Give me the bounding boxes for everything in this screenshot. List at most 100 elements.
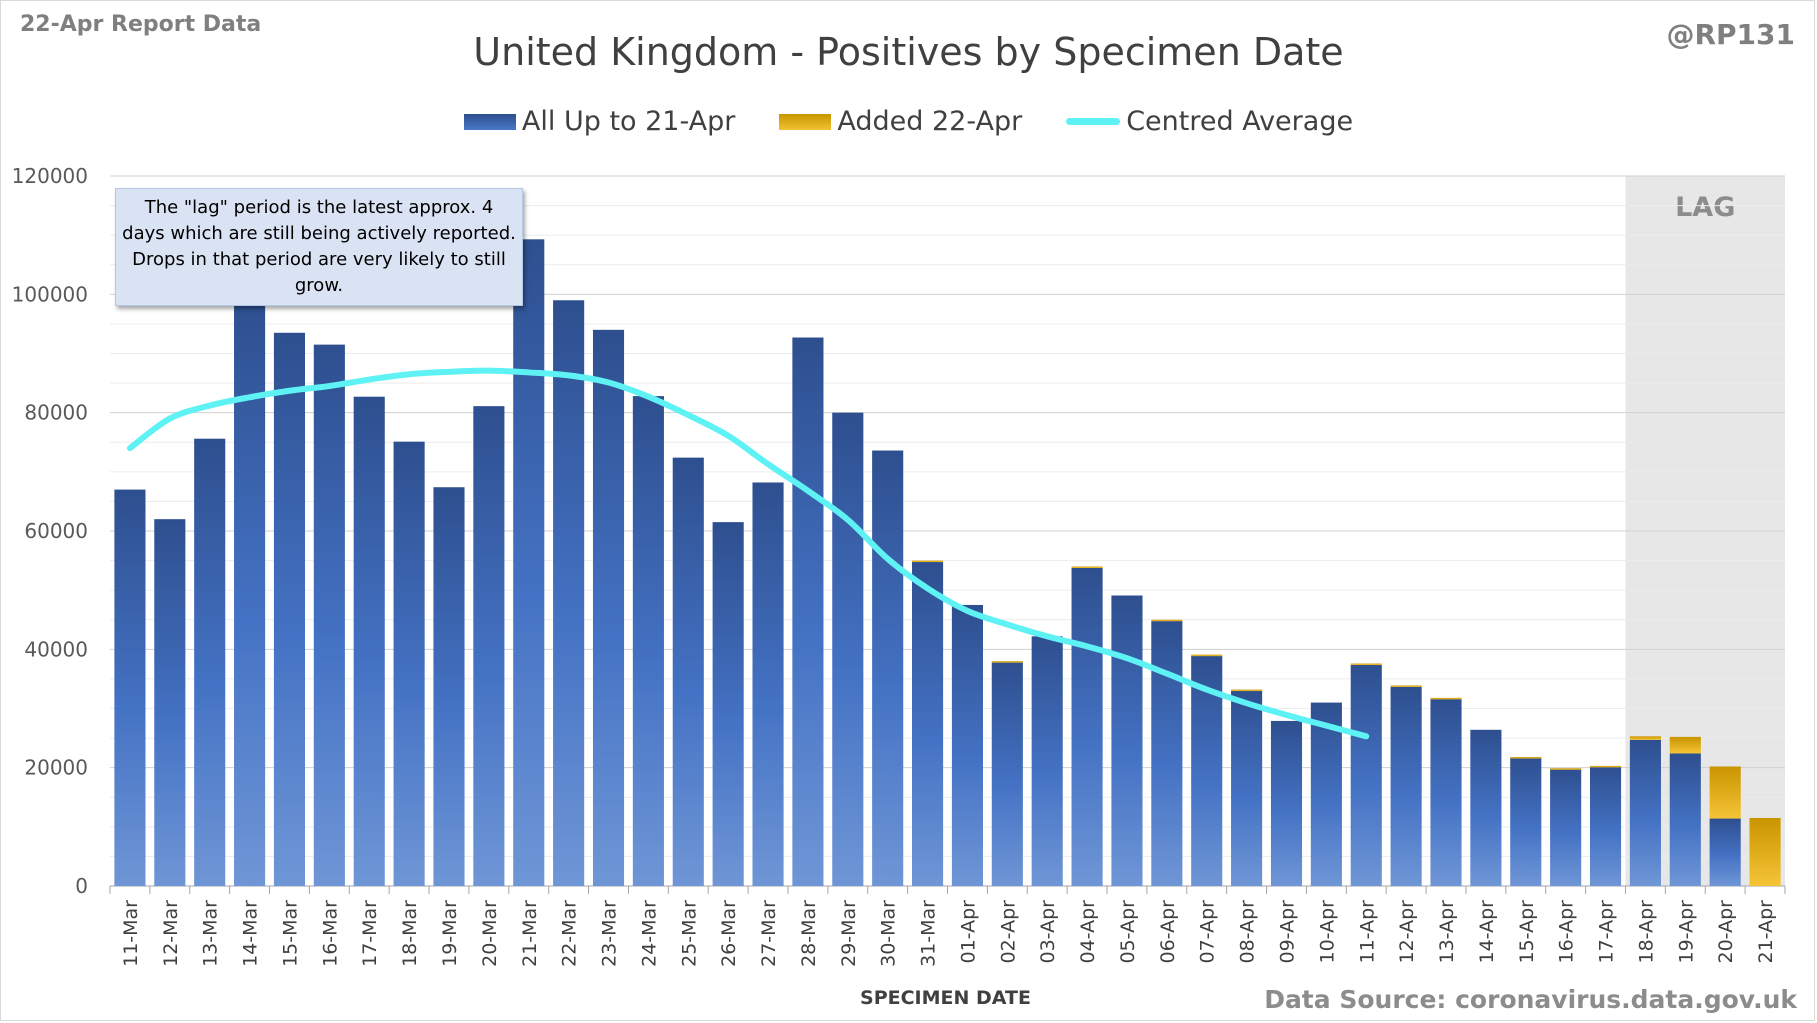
y-tick-label: 40000 xyxy=(24,637,88,661)
bar-all-up-to-21-apr xyxy=(114,489,146,886)
bar-added-22-apr xyxy=(1430,697,1462,700)
bar-added-22-apr xyxy=(1071,566,1103,568)
x-tick-label: 15-Mar xyxy=(279,900,301,967)
legend: All Up to 21-Apr Added 22-Apr Centred Av… xyxy=(0,106,1817,137)
x-tick-label: 21-Mar xyxy=(519,900,541,967)
x-tick-label: 16-Apr xyxy=(1556,900,1578,964)
x-tick-label: 17-Mar xyxy=(359,900,381,967)
x-tick-label: 06-Apr xyxy=(1157,900,1179,964)
x-tick-label: 14-Mar xyxy=(240,900,262,967)
bar-added-22-apr xyxy=(1749,817,1781,886)
legend-item-added: Added 22-Apr xyxy=(779,106,1022,137)
bar-all-up-to-21-apr xyxy=(912,561,944,886)
lag-label: LAG xyxy=(1675,192,1735,223)
x-tick-label: 18-Apr xyxy=(1635,900,1657,964)
y-tick-label: 20000 xyxy=(24,756,88,780)
bar-added-22-apr xyxy=(1231,689,1263,692)
bar-all-up-to-21-apr xyxy=(1589,766,1622,886)
bar-added-22-apr xyxy=(991,661,1023,663)
legend-label-added: Added 22-Apr xyxy=(837,106,1023,137)
x-tick-label: 22-Mar xyxy=(559,900,581,967)
legend-swatch-blue xyxy=(463,113,516,130)
chart-title: United Kingdom - Positives by Specimen D… xyxy=(473,30,1344,74)
author-handle: @RP131 xyxy=(1666,18,1795,51)
legend-swatch-line xyxy=(1066,118,1121,125)
x-tick-label: 12-Mar xyxy=(160,900,182,967)
x-tick-label: 05-Apr xyxy=(1117,900,1139,964)
x-tick-label: 10-Apr xyxy=(1316,900,1338,964)
x-tick-label: 13-Mar xyxy=(200,900,222,967)
bar-all-up-to-21-apr xyxy=(1629,739,1661,886)
bar-added-22-apr xyxy=(1669,736,1701,754)
bar-all-up-to-21-apr xyxy=(273,332,306,887)
bar-all-up-to-21-apr xyxy=(1550,768,1582,886)
data-source: Data Source: coronavirus.data.gov.uk xyxy=(1264,985,1797,1014)
bar-all-up-to-21-apr xyxy=(553,300,585,886)
bar-all-up-to-21-apr xyxy=(991,662,1023,886)
bar-all-up-to-21-apr xyxy=(712,522,744,886)
x-tick-label: 30-Mar xyxy=(878,900,900,967)
bar-added-22-apr xyxy=(1510,757,1542,759)
x-tick-label: 17-Apr xyxy=(1596,900,1618,964)
y-tick-label: 60000 xyxy=(24,519,88,543)
bar-all-up-to-21-apr xyxy=(1151,620,1183,886)
bar-all-up-to-21-apr xyxy=(1111,595,1143,886)
legend-label-all-up-to: All Up to 21-Apr xyxy=(521,106,736,137)
bar-all-up-to-21-apr xyxy=(234,296,266,886)
bar-all-up-to-21-apr xyxy=(353,396,385,886)
y-tick-label: 120000 xyxy=(12,164,88,188)
bar-added-22-apr xyxy=(1709,766,1741,819)
x-tick-label: 29-Mar xyxy=(838,900,860,967)
x-tick-label: 07-Apr xyxy=(1197,900,1219,964)
bar-all-up-to-21-apr xyxy=(473,406,505,886)
bar-all-up-to-21-apr xyxy=(433,487,465,886)
bar-added-22-apr xyxy=(1191,654,1223,657)
bar-all-up-to-21-apr xyxy=(792,337,824,886)
bar-all-up-to-21-apr xyxy=(1310,702,1342,886)
x-tick-label: 28-Mar xyxy=(798,900,820,967)
x-tick-label: 23-Mar xyxy=(599,900,621,967)
bar-added-22-apr xyxy=(1629,736,1661,740)
bar-added-22-apr xyxy=(1350,663,1382,666)
bar-all-up-to-21-apr xyxy=(592,329,625,886)
bar-added-22-apr xyxy=(1151,619,1183,622)
x-tick-label: 18-Mar xyxy=(399,900,421,967)
x-tick-label: 02-Apr xyxy=(997,900,1019,964)
bar-all-up-to-21-apr xyxy=(1470,729,1502,886)
y-tick-label: 80000 xyxy=(24,401,88,425)
bar-all-up-to-21-apr xyxy=(393,441,425,886)
bar-all-up-to-21-apr xyxy=(1669,753,1701,886)
x-tick-label: 14-Apr xyxy=(1476,900,1498,964)
x-tick-label: 08-Apr xyxy=(1237,900,1259,964)
y-tick-label: 100000 xyxy=(12,282,88,306)
bar-added-22-apr xyxy=(912,560,944,563)
bar-all-up-to-21-apr xyxy=(1031,636,1063,886)
bar-added-22-apr xyxy=(1550,768,1582,770)
legend-swatch-gold xyxy=(779,113,832,130)
y-tick-label: 0 xyxy=(75,874,88,898)
x-tick-label: 03-Apr xyxy=(1037,900,1059,964)
bar-all-up-to-21-apr xyxy=(872,450,904,886)
bar-all-up-to-21-apr xyxy=(832,412,864,886)
x-tick-label: 25-Mar xyxy=(678,900,700,967)
x-axis-title: SPECIMEN DATE xyxy=(860,987,1031,1009)
x-tick-label: 19-Apr xyxy=(1675,900,1697,964)
bar-all-up-to-21-apr xyxy=(672,457,704,886)
lag-note: The "lag" period is the latest approx. 4… xyxy=(115,188,523,306)
bar-all-up-to-21-apr xyxy=(632,396,664,886)
bar-added-22-apr xyxy=(1589,765,1622,768)
report-label: 22-Apr Report Data xyxy=(20,12,262,37)
x-tick-label: 11-Mar xyxy=(120,900,142,967)
legend-item-centred-average: Centred Average xyxy=(1066,106,1353,137)
bar-added-22-apr xyxy=(1390,685,1422,687)
x-tick-label: 11-Apr xyxy=(1356,900,1378,964)
bar-all-up-to-21-apr xyxy=(1430,699,1462,886)
x-tick-label: 20-Apr xyxy=(1715,900,1737,964)
x-tick-label: 19-Mar xyxy=(439,900,461,967)
x-tick-label: 27-Mar xyxy=(758,900,780,967)
bar-all-up-to-21-apr xyxy=(154,519,186,886)
x-tick-label: 31-Mar xyxy=(918,900,940,967)
bar-all-up-to-21-apr xyxy=(1350,664,1382,886)
